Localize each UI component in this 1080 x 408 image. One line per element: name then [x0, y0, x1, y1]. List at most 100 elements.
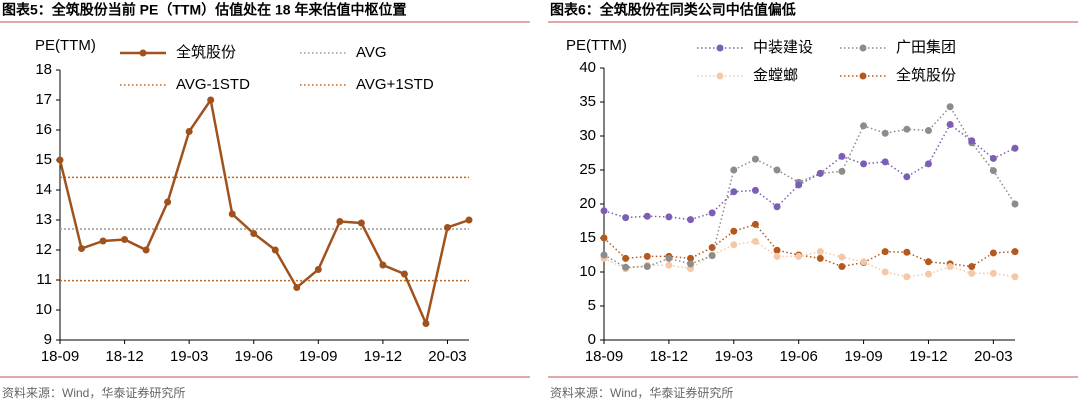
legend-label: 全筑股份	[896, 66, 956, 84]
point	[838, 167, 846, 175]
y-tick-label: 17	[35, 91, 52, 108]
x-tick-label: 19-12	[909, 348, 947, 365]
y-tick-label: 35	[579, 93, 596, 110]
point	[795, 252, 803, 260]
point	[643, 252, 651, 260]
legend-label: 中装建设	[753, 39, 813, 56]
point	[622, 214, 630, 222]
point	[78, 245, 86, 252]
point	[665, 254, 673, 262]
y-tick-label: 11	[36, 271, 52, 288]
point	[271, 246, 279, 254]
source-note: 资料来源：Wind，华泰证券研究所	[2, 385, 185, 400]
point	[751, 237, 759, 245]
point	[989, 249, 997, 257]
point	[881, 129, 889, 137]
point	[730, 188, 738, 196]
y-axis-label: PE(TTM)	[566, 37, 627, 54]
point	[1011, 200, 1019, 208]
point	[687, 254, 695, 262]
x-tick-label: 19-03	[715, 348, 753, 365]
y-tick-label: 18	[35, 61, 52, 78]
x-tick-label: 19-09	[844, 348, 882, 365]
point	[751, 186, 759, 194]
y-tick-label: 15	[35, 151, 52, 168]
point	[795, 181, 803, 189]
point	[924, 258, 932, 266]
point	[903, 125, 911, 133]
x-tick-label: 18-12	[650, 348, 688, 365]
point	[665, 213, 673, 221]
x-tick-label: 19-03	[170, 348, 208, 365]
point	[643, 263, 651, 271]
point	[730, 227, 738, 235]
point	[687, 260, 695, 268]
legend-label: AVG	[356, 44, 387, 61]
point	[622, 263, 630, 271]
point	[422, 320, 430, 327]
point	[1011, 248, 1019, 256]
point	[860, 160, 868, 168]
point	[1011, 144, 1019, 152]
point	[816, 248, 824, 256]
point	[860, 122, 868, 130]
y-tick-label: 40	[579, 59, 596, 76]
x-tick-label: 19-09	[299, 348, 337, 365]
point	[708, 252, 716, 260]
point	[185, 128, 193, 135]
x-tick-label: 19-06	[779, 348, 817, 365]
point	[164, 198, 172, 206]
y-tick-label: 30	[579, 127, 596, 144]
point	[968, 263, 976, 271]
y-tick-label: 10	[35, 301, 52, 318]
source-note: 资料来源：Wind，华泰证券研究所	[550, 385, 733, 400]
point	[903, 173, 911, 181]
legend-label: AVG-1STD	[176, 76, 250, 93]
point	[946, 263, 954, 271]
point	[400, 270, 408, 278]
point	[903, 248, 911, 256]
point	[903, 273, 911, 281]
point	[314, 266, 322, 273]
point	[293, 284, 301, 291]
y-tick-label: 9	[44, 331, 52, 348]
x-tick-label: 18-09	[585, 348, 623, 365]
point	[838, 152, 846, 160]
point	[968, 137, 976, 145]
point	[142, 246, 150, 254]
point	[989, 154, 997, 162]
point	[773, 166, 781, 174]
point	[708, 209, 716, 217]
y-tick-label: 15	[579, 229, 596, 246]
point	[730, 241, 738, 249]
y-tick-label: 0	[588, 331, 596, 348]
point	[56, 156, 64, 164]
y-tick-label: 16	[35, 121, 52, 138]
point	[207, 96, 215, 104]
point	[860, 258, 868, 266]
x-tick-label: 19-06	[235, 348, 273, 365]
point	[881, 158, 889, 166]
x-tick-label: 20-03	[428, 348, 466, 365]
point	[600, 234, 608, 242]
point	[357, 219, 365, 227]
y-tick-label: 25	[579, 161, 596, 178]
y-tick-label: 14	[35, 181, 52, 198]
point	[250, 230, 258, 237]
point	[881, 248, 889, 256]
series-line	[58, 96, 470, 328]
point	[773, 246, 781, 254]
point	[924, 160, 932, 168]
y-tick-label: 12	[35, 241, 52, 258]
point	[228, 210, 236, 218]
point	[881, 268, 889, 276]
point	[751, 220, 759, 228]
legend-label: 金螳螂	[753, 67, 798, 84]
x-tick-label: 18-12	[105, 348, 143, 365]
point	[443, 224, 451, 231]
point	[99, 237, 107, 245]
point	[643, 212, 651, 220]
legend-marker	[859, 72, 867, 80]
x-tick-label: 18-09	[41, 348, 79, 365]
